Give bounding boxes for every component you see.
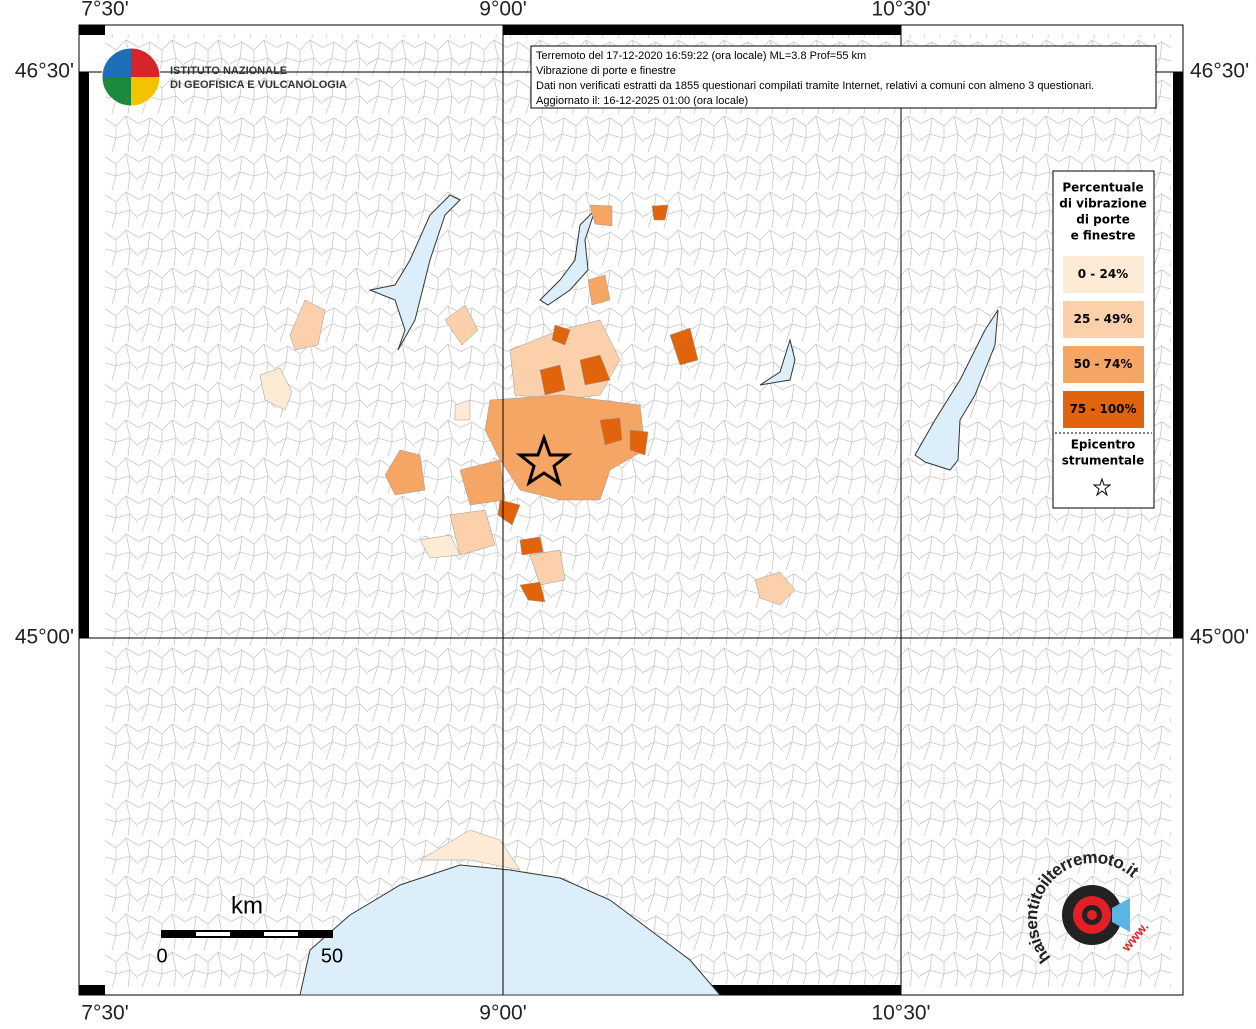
legend-title: di porte	[1076, 213, 1130, 227]
longitude-label: 9°00'	[479, 1002, 526, 1024]
epicenter	[515, 433, 573, 487]
latitude-label: 45°00'	[1190, 626, 1249, 649]
legend-epicenter: Epicentro	[1071, 438, 1136, 452]
longitude-label: 9°00'	[479, 0, 526, 21]
municipalities	[105, 35, 1171, 987]
scale-label: 0	[156, 945, 167, 967]
legend-title: Percentuale	[1062, 181, 1143, 195]
scale-bar: km 0 50	[156, 892, 343, 967]
legend-swatch	[1063, 346, 1144, 383]
info-line: Vibrazione di porte e finestre	[536, 65, 676, 77]
longitude-label: 10°30'	[871, 0, 930, 21]
legend-label: 75 - 100%	[1069, 402, 1136, 416]
legend-swatch	[1063, 256, 1144, 293]
legend-swatch	[1063, 301, 1144, 338]
info-line: Terremoto del 17-12-2020 16:59:22 (ora l…	[536, 50, 866, 62]
institute-name: DI GEOFISICA E VULCANOLOGIA	[170, 79, 347, 91]
latitude-label: 46°30'	[1190, 60, 1249, 83]
legend-swatch	[1063, 391, 1144, 428]
sea	[299, 864, 722, 996]
institute-logo: ISTITUTO NAZIONALE DI GEOFISICA E VULCAN…	[101, 47, 347, 107]
latitude-label: 45°00'	[15, 626, 74, 649]
scale-label: 50	[321, 945, 343, 967]
institute-name: ISTITUTO NAZIONALE	[170, 65, 287, 77]
legend-label: 0 - 24%	[1078, 267, 1128, 281]
latitude-label: 46°30'	[15, 60, 74, 83]
info-box	[530, 45, 1157, 109]
longitude-label: 10°30'	[871, 1002, 930, 1024]
legend: Percentuale di vibrazione di porte e fin…	[1052, 170, 1155, 509]
scale-unit: km	[231, 892, 263, 919]
legend-label: 50 - 74%	[1074, 357, 1133, 371]
longitude-label: 7°30'	[81, 0, 128, 21]
legend-epicenter: strumentale	[1062, 454, 1145, 468]
reported-municipalities	[259, 204, 796, 871]
longitude-label: 7°30'	[81, 1002, 128, 1024]
info-line: Dati non verificati estratti da 1855 que…	[536, 80, 1094, 92]
legend-title: e finestre	[1071, 229, 1136, 243]
legend-title: di vibrazione	[1059, 197, 1146, 211]
lakes	[368, 194, 999, 471]
info-line: Aggiornato il: 16-12-2025 01:00 (ora loc…	[536, 95, 748, 107]
legend-label: 25 - 49%	[1074, 312, 1133, 326]
